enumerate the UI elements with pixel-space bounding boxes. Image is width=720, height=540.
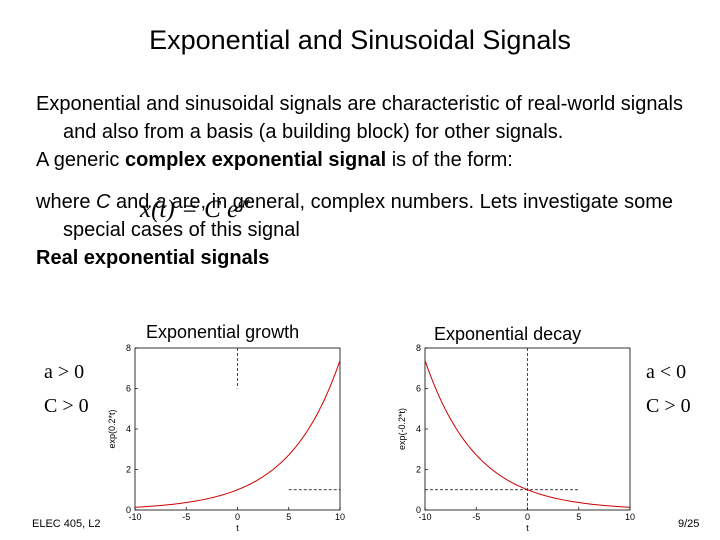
x-tick-label: -5 [182, 512, 190, 522]
decay-plot: -10 -5 0 5 10 0 2 4 6 8 t exp(-0.2*t) [397, 343, 635, 533]
y-tick-label: 2 [416, 465, 421, 475]
x-tick-label: -5 [472, 512, 480, 522]
p2-text-pre: A generic [36, 149, 125, 171]
p3-and: and [110, 191, 155, 213]
x-tick-label: -10 [418, 512, 431, 522]
x-tick-label: 10 [335, 512, 345, 522]
plot-frame [134, 347, 341, 511]
decay-plot-title: Exponential decay [434, 324, 582, 344]
p3-text-pre: where [36, 191, 97, 213]
growth-plot-title: Exponential growth [146, 322, 300, 342]
growth-condition-c: C > 0 [44, 395, 89, 417]
y-axis-label: exp(0.2*t) [107, 409, 117, 448]
decay-condition-c: C > 0 [646, 395, 691, 417]
intro-paragraph: Exponential and sinusoidal signals are c… [36, 93, 684, 143]
section-heading: Real exponential signals [36, 244, 706, 272]
y-tick-label: 2 [126, 465, 131, 475]
p3-c: C [96, 191, 111, 213]
x-tick-label: 5 [286, 512, 291, 522]
p2-bold-term: complex exponential signal [124, 149, 387, 171]
y-tick-label: 4 [126, 424, 131, 434]
footer-page-number: 9/25 [678, 518, 700, 530]
y-tick-label: 8 [126, 343, 131, 353]
x-tick-label: 0 [525, 512, 530, 522]
x-tick-label: 5 [576, 512, 581, 522]
p3-a: a [154, 191, 167, 213]
series-line [424, 360, 631, 508]
p3-text-post: are, in general, complex numbers. Lets i… [63, 191, 674, 241]
growth-plot: -10 -5 0 5 10 0 2 4 6 8 t exp(0.2*t) [107, 343, 345, 533]
x-tick-label: -10 [128, 512, 141, 522]
y-tick-label: 6 [126, 384, 131, 394]
y-tick-label: 6 [416, 384, 421, 394]
x-tick-label: 10 [625, 512, 635, 522]
y-tick-label: 0 [416, 505, 421, 515]
x-tick-label: 0 [235, 512, 240, 522]
footer-course: ELEC 405, L2 [32, 518, 101, 530]
y-tick-label: 8 [416, 343, 421, 353]
real-exponential-heading: Real exponential signals [36, 247, 270, 269]
y-tick-label: 4 [416, 424, 421, 434]
slide-title: Exponential and Sinusoidal Signals [149, 25, 571, 55]
decay-condition-a: a < 0 [646, 361, 687, 383]
x-axis-label: t [526, 523, 529, 533]
x-axis-label: t [236, 523, 239, 533]
slide-body: Exponential and sinusoidal signals are c… [36, 90, 706, 272]
complex-exponential-paragraph: A generic complex exponential signal is … [36, 146, 706, 174]
y-axis-label: exp(-0.2*t) [397, 408, 407, 450]
parameters-paragraph: where C and a are, in general, complex n… [36, 188, 706, 244]
y-tick-label: 0 [126, 505, 131, 515]
p2-text-post: is of the form: [386, 149, 513, 171]
growth-conditions: a > 0 C > 0 [44, 355, 89, 423]
growth-condition-a: a > 0 [44, 361, 85, 383]
decay-conditions: a < 0 C > 0 [646, 355, 691, 423]
series-line [134, 360, 341, 508]
